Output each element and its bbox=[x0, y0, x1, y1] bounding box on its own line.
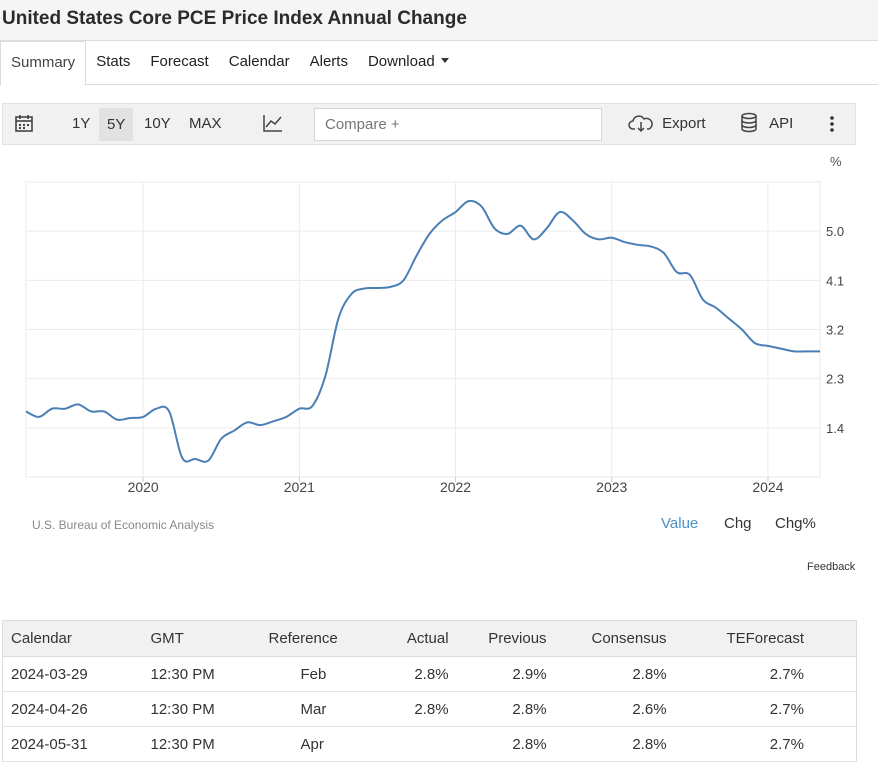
table-row: 2024-03-29 12:30 PM Feb 2.8% 2.9% 2.8% 2… bbox=[2, 656, 857, 692]
chart-series bbox=[25, 199, 820, 463]
cell-date: 2024-03-29 bbox=[2, 656, 143, 692]
cell-date: 2024-04-26 bbox=[2, 691, 143, 727]
cell-time: 12:30 PM bbox=[142, 691, 261, 727]
cell-teforecast: 2.7% bbox=[674, 656, 857, 692]
tab-bar: Summary Stats Forecast Calendar Alerts D… bbox=[0, 41, 878, 86]
title-bar: United States Core PCE Price Index Annua… bbox=[0, 0, 878, 41]
cloud-download-icon bbox=[628, 115, 653, 133]
page-title: United States Core PCE Price Index Annua… bbox=[2, 8, 467, 29]
line-chart: 2020 2021 2022 2023 2024 1.4 2.3 3.2 4.1 5.0 % U… bbox=[25, 154, 856, 573]
table-header-row: Calendar GMT Reference Actual Previous C… bbox=[2, 620, 857, 657]
range-max-button[interactable]: MAX bbox=[189, 115, 222, 132]
cell-reference: Apr bbox=[260, 726, 381, 762]
y-tick-label: 3.2 bbox=[826, 323, 844, 338]
x-tick-label: 2022 bbox=[440, 479, 471, 495]
cell-time: 12:30 PM bbox=[142, 726, 261, 762]
caret-down-icon bbox=[440, 58, 449, 63]
y-tick-label: 4.1 bbox=[826, 273, 844, 288]
series-line bbox=[25, 199, 820, 463]
header-teforecast: TEForecast bbox=[674, 620, 857, 657]
mode-chg-pct-button[interactable]: Chg% bbox=[775, 515, 816, 532]
api-button[interactable]: API bbox=[739, 104, 793, 144]
header-previous: Previous bbox=[456, 620, 555, 657]
cell-previous: 2.9% bbox=[456, 656, 555, 692]
header-actual: Actual bbox=[380, 620, 457, 657]
y-tick-label: 5.0 bbox=[826, 224, 844, 239]
tab-download[interactable]: Download bbox=[358, 41, 459, 85]
tab-calendar[interactable]: Calendar bbox=[228, 53, 290, 70]
cell-time: 12:30 PM bbox=[142, 656, 261, 692]
header-consensus: Consensus bbox=[554, 620, 675, 657]
calendar-icon[interactable] bbox=[14, 113, 34, 135]
vertical-ellipsis-icon[interactable] bbox=[829, 115, 835, 135]
x-tick-label: 2024 bbox=[752, 479, 783, 495]
cell-previous: 2.8% bbox=[456, 726, 555, 762]
x-tick-label: 2023 bbox=[596, 479, 627, 495]
x-tick-label: 2020 bbox=[128, 479, 159, 495]
y-unit-label: % bbox=[830, 154, 842, 169]
chart-source: U.S. Bureau of Economic Analysis bbox=[32, 518, 214, 532]
range-1y-button[interactable]: 1Y bbox=[72, 115, 91, 132]
export-button[interactable]: Export bbox=[628, 104, 706, 144]
y-tick-label: 1.4 bbox=[826, 421, 844, 436]
calendar-table: Calendar GMT Reference Actual Previous C… bbox=[2, 620, 857, 762]
chart-container: 2020 2021 2022 2023 2024 1.4 2.3 3.2 4.1 5.0 % U… bbox=[2, 145, 856, 575]
cell-teforecast: 2.7% bbox=[674, 691, 857, 727]
header-reference: Reference bbox=[260, 620, 381, 657]
x-tick-label: 2021 bbox=[284, 479, 315, 495]
header-calendar: Calendar bbox=[2, 620, 143, 657]
cell-consensus: 2.8% bbox=[554, 726, 675, 762]
header-gmt: GMT bbox=[142, 620, 261, 657]
calendar-table-container: Calendar GMT Reference Actual Previous C… bbox=[2, 620, 857, 762]
chart-toolbar: 1Y 5Y 10Y MAX Export API bbox=[2, 103, 856, 145]
cell-actual: 2.8% bbox=[380, 656, 457, 692]
cell-reference: Feb bbox=[260, 656, 381, 692]
y-axis-ticks: 1.4 2.3 3.2 4.1 5.0 bbox=[826, 224, 844, 436]
cell-teforecast: 2.7% bbox=[674, 726, 857, 762]
tab-forecast[interactable]: Forecast bbox=[150, 53, 209, 70]
tab-download-label: Download bbox=[367, 53, 435, 70]
mode-value-button[interactable]: Value bbox=[661, 515, 698, 532]
tab-summary[interactable]: Summary bbox=[0, 41, 87, 86]
cell-actual: 2.8% bbox=[380, 691, 457, 727]
compare-input[interactable] bbox=[314, 108, 602, 141]
y-tick-label: 2.3 bbox=[826, 372, 844, 387]
export-label: Export bbox=[662, 115, 706, 132]
cell-date: 2024-05-31 bbox=[2, 726, 143, 762]
line-chart-icon[interactable] bbox=[262, 113, 284, 135]
cell-actual bbox=[380, 726, 457, 762]
database-icon bbox=[741, 112, 757, 133]
table-row: 2024-05-31 12:30 PM Apr 2.8% 2.8% 2.7% bbox=[2, 726, 857, 762]
cell-consensus: 2.8% bbox=[554, 656, 675, 692]
mode-chg-button[interactable]: Chg bbox=[724, 515, 752, 532]
chart-grid bbox=[26, 182, 820, 477]
range-5y-button[interactable]: 5Y bbox=[99, 108, 134, 141]
x-axis-ticks: 2020 2021 2022 2023 2024 bbox=[128, 477, 784, 495]
plot-frame bbox=[25, 181, 821, 478]
cell-reference: Mar bbox=[260, 691, 381, 727]
table-row: 2024-04-26 12:30 PM Mar 2.8% 2.8% 2.6% 2… bbox=[2, 691, 857, 727]
api-label: API bbox=[769, 115, 794, 132]
cell-previous: 2.8% bbox=[456, 691, 555, 727]
cell-consensus: 2.6% bbox=[554, 691, 675, 727]
tab-alerts[interactable]: Alerts bbox=[309, 53, 348, 70]
feedback-link[interactable]: Feedback bbox=[807, 561, 856, 573]
tab-stats[interactable]: Stats bbox=[96, 53, 131, 70]
range-10y-button[interactable]: 10Y bbox=[144, 115, 171, 132]
